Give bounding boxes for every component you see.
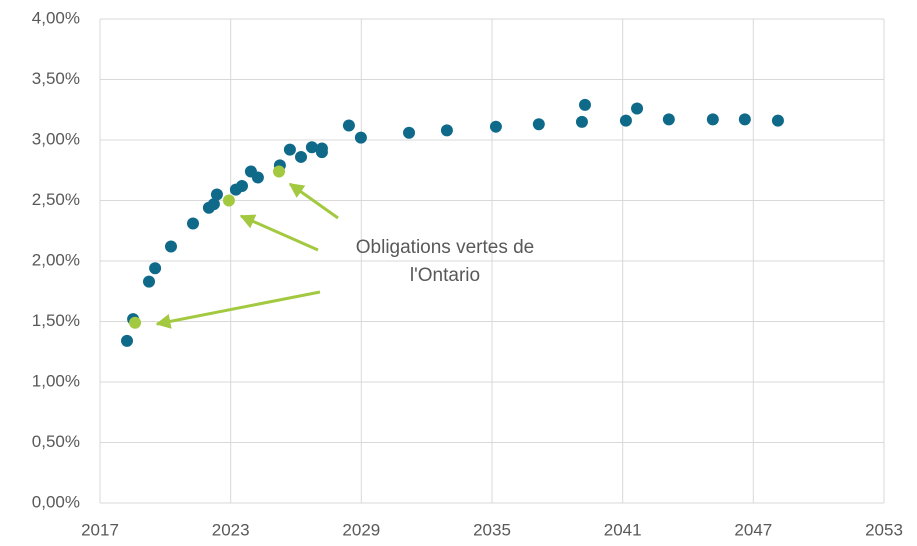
x-tick-label: 2047	[734, 520, 772, 539]
point	[210, 188, 223, 201]
point	[121, 334, 134, 347]
point	[619, 114, 632, 127]
point	[771, 114, 784, 127]
x-tick-label: 2053	[865, 520, 903, 539]
point	[207, 198, 220, 211]
point	[315, 146, 328, 159]
y-tick-label: 2,00%	[32, 250, 80, 269]
point	[706, 113, 719, 126]
point	[440, 124, 453, 137]
arrow	[239, 214, 319, 252]
point	[273, 165, 286, 178]
point	[532, 118, 545, 131]
y-tick-label: 2,50%	[32, 190, 80, 209]
y-tick-label: 1,50%	[32, 311, 80, 330]
y-tick-label: 4,00%	[32, 8, 80, 27]
point	[149, 262, 162, 275]
point	[575, 115, 588, 128]
point	[143, 275, 155, 288]
x-tick-label: 2017	[81, 520, 119, 539]
arrow	[155, 290, 321, 329]
annotation: Obligations vertes de	[356, 237, 535, 258]
point	[662, 113, 675, 126]
point	[235, 179, 248, 192]
point	[186, 217, 199, 230]
point	[251, 171, 264, 184]
point	[342, 119, 355, 132]
x-tick-label: 2023	[212, 520, 250, 539]
y-tick-label: 1,00%	[32, 371, 80, 390]
point	[403, 126, 416, 139]
point	[305, 141, 318, 154]
point	[631, 102, 644, 115]
point	[222, 194, 235, 207]
point	[489, 120, 502, 133]
arrow	[288, 182, 339, 220]
x-tick-label: 2035	[473, 520, 511, 539]
marks	[121, 98, 784, 347]
point	[164, 240, 177, 253]
y-tick-label: 3,00%	[32, 129, 80, 148]
annotation: l'Ontario	[410, 265, 480, 286]
x-tick-label: 2041	[604, 520, 642, 539]
point	[129, 316, 142, 329]
x-tick-label: 2029	[342, 520, 380, 539]
y-tick-label: 3,50%	[32, 69, 80, 88]
point	[578, 98, 591, 111]
point	[295, 150, 308, 163]
y-tick-label: 0,00%	[32, 492, 80, 511]
point	[738, 113, 751, 126]
point	[283, 143, 296, 156]
point	[354, 131, 367, 144]
y-tick-label: 0,50%	[32, 432, 80, 451]
